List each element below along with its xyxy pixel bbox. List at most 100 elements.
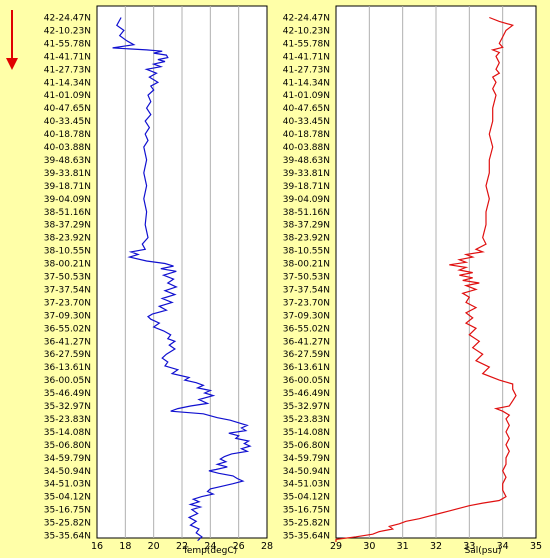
salinity-axis-label: Sal(psu)	[465, 546, 502, 556]
temperature-latitude-label: 35-23.83N	[44, 415, 91, 425]
temperature-latitude-label: 40-03.88N	[44, 143, 91, 153]
temperature-grid	[124, 6, 240, 538]
temperature-latitude-label: 38-51.16N	[44, 208, 91, 218]
salinity-latitude-label: 40-18.78N	[283, 130, 330, 140]
temperature-latitude-label: 35-46.49N	[44, 389, 91, 399]
temperature-latitude-label: 39-33.81N	[44, 169, 91, 179]
temperature-x-tick-label: 28	[261, 541, 273, 552]
temperature-latitude-label: 35-04.12N	[44, 493, 91, 503]
salinity-latitude-label: 41-27.73N	[283, 65, 330, 75]
salinity-latitude-label: 39-48.63N	[283, 156, 330, 166]
temperature-latitude-label: 37-37.54N	[44, 285, 91, 295]
temperature-latitude-label: 41-55.78N	[44, 39, 91, 49]
salinity-latitude-label: 35-06.80N	[283, 441, 330, 451]
temperature-latitude-label: 38-10.55N	[44, 247, 91, 257]
salinity-x-tick-label: 33	[463, 541, 475, 552]
temperature-latitude-label: 41-01.09N	[44, 91, 91, 101]
salinity-latitude-label: 37-09.30N	[283, 311, 330, 321]
salinity-latitude-label: 37-50.53N	[283, 273, 330, 283]
salinity-latitude-label: 34-59.79N	[283, 454, 330, 464]
salinity-x-tick-label: 30	[363, 541, 375, 552]
salinity-latitude-label: 34-50.94N	[283, 467, 330, 477]
salinity-latitude-label: 40-03.88N	[283, 143, 330, 153]
salinity-latitude-label: 34-51.03N	[283, 480, 330, 490]
temperature-latitude-label: 36-55.02N	[44, 324, 91, 334]
temperature-latitude-label: 34-50.94N	[44, 467, 91, 477]
salinity-latitude-label: 38-37.29N	[283, 221, 330, 231]
temperature-latitude-label: 35-25.82N	[44, 519, 91, 529]
temperature-latitude-label: 40-47.65N	[44, 104, 91, 114]
temperature-axis-label: Temp(degC)	[182, 546, 237, 556]
temperature-latitude-label: 40-33.45N	[44, 117, 91, 127]
temperature-latitude-label: 36-41.27N	[44, 337, 91, 347]
temperature-latitude-label: 38-37.29N	[44, 221, 91, 231]
salinity-latitude-label: 37-37.54N	[283, 285, 330, 295]
temperature-latitude-label: 35-16.75N	[44, 506, 91, 516]
salinity-latitude-label: 35-35.64N	[283, 532, 330, 542]
salinity-profile-line	[335, 16, 517, 542]
salinity-latitude-label: 35-32.97N	[283, 402, 330, 412]
salinity-latitude-label: 41-01.09N	[283, 91, 330, 101]
salinity-latitude-label: 36-55.02N	[283, 324, 330, 334]
salinity-latitude-label: 38-00.21N	[283, 260, 330, 270]
salinity-latitude-label: 36-27.59N	[283, 350, 330, 360]
salinity-latitude-label: 41-55.78N	[283, 39, 330, 49]
salinity-latitude-label: 36-13.61N	[283, 363, 330, 373]
temperature-latitude-label: 36-13.61N	[44, 363, 91, 373]
salinity-x-tick-label: 31	[397, 541, 409, 552]
temperature-x-ticks: 16 18 20 22 24 26 28	[91, 541, 273, 552]
temperature-latitude-label: 41-14.34N	[44, 78, 91, 88]
temperature-latitude-label: 36-27.59N	[44, 350, 91, 360]
temperature-latitude-label: 37-50.53N	[44, 273, 91, 283]
salinity-latitude-label: 38-10.55N	[283, 247, 330, 257]
salinity-x-tick-label: 32	[430, 541, 442, 552]
direction-arrow-icon	[6, 10, 18, 70]
temperature-x-tick-label: 20	[148, 541, 160, 552]
temperature-latitude-label: 39-48.63N	[44, 156, 91, 166]
temperature-latitude-label: 41-27.73N	[44, 65, 91, 75]
salinity-latitude-labels: 42-24.47N 42-10.23N 41-55.78N 41-41.71N 41-2…	[283, 14, 330, 542]
salinity-latitude-label: 35-16.75N	[283, 506, 330, 516]
temperature-latitude-label: 37-23.70N	[44, 298, 91, 308]
temperature-latitude-label: 42-10.23N	[44, 26, 91, 36]
salinity-latitude-label: 39-33.81N	[283, 169, 330, 179]
temperature-panel: 42-24.47N 42-10.23N 41-55.78N 41-41.71N 41-2…	[44, 5, 273, 556]
salinity-latitude-label: 39-18.71N	[283, 182, 330, 192]
temperature-x-tick-label: 26	[233, 541, 245, 552]
temperature-x-tick-label: 22	[176, 541, 188, 552]
temperature-latitude-label: 39-04.09N	[44, 195, 91, 205]
salinity-latitude-label: 40-47.65N	[283, 104, 330, 114]
temperature-x-tick-label: 18	[119, 541, 131, 552]
temperature-profile-line	[112, 17, 252, 542]
temperature-x-tick-label: 16	[91, 541, 103, 552]
salinity-latitude-label: 40-33.45N	[283, 117, 330, 127]
temperature-latitude-labels: 42-24.47N 42-10.23N 41-55.78N 41-41.71N 41-2…	[44, 14, 91, 542]
salinity-x-tick-label: 34	[497, 541, 509, 552]
temperature-latitude-label: 41-41.71N	[44, 52, 91, 62]
temperature-x-tick-label: 24	[204, 541, 216, 552]
salinity-latitude-label: 35-25.82N	[283, 519, 330, 529]
temperature-latitude-label: 38-23.92N	[44, 234, 91, 244]
salinity-x-tick-label: 35	[530, 541, 542, 552]
temperature-latitude-label: 34-59.79N	[44, 454, 91, 464]
temperature-latitude-label: 40-18.78N	[44, 130, 91, 140]
salinity-x-ticks: 29 30 31 32 33 34 35	[330, 541, 542, 552]
salinity-latitude-label: 38-23.92N	[283, 234, 330, 244]
temperature-latitude-label: 35-06.80N	[44, 441, 91, 451]
temperature-latitude-label: 36-00.05N	[44, 376, 91, 386]
temperature-latitude-label: 37-09.30N	[44, 311, 91, 321]
salinity-latitude-label: 38-51.16N	[283, 208, 330, 218]
salinity-latitude-label: 35-46.49N	[283, 389, 330, 399]
salinity-latitude-label: 42-24.47N	[283, 14, 330, 24]
salinity-latitude-label: 35-04.12N	[283, 493, 330, 503]
salinity-latitude-label: 37-23.70N	[283, 298, 330, 308]
salinity-latitude-label: 36-41.27N	[283, 337, 330, 347]
salinity-latitude-label: 36-00.05N	[283, 376, 330, 386]
salinity-panel: 42-24.47N 42-10.23N 41-55.78N 41-41.71N 41-2…	[283, 5, 542, 556]
salinity-latitude-label: 35-23.83N	[283, 415, 330, 425]
temperature-latitude-label: 34-51.03N	[44, 480, 91, 490]
temperature-latitude-label: 35-14.08N	[44, 428, 91, 438]
salinity-latitude-label: 41-14.34N	[283, 78, 330, 88]
temperature-latitude-label: 38-00.21N	[44, 260, 91, 270]
